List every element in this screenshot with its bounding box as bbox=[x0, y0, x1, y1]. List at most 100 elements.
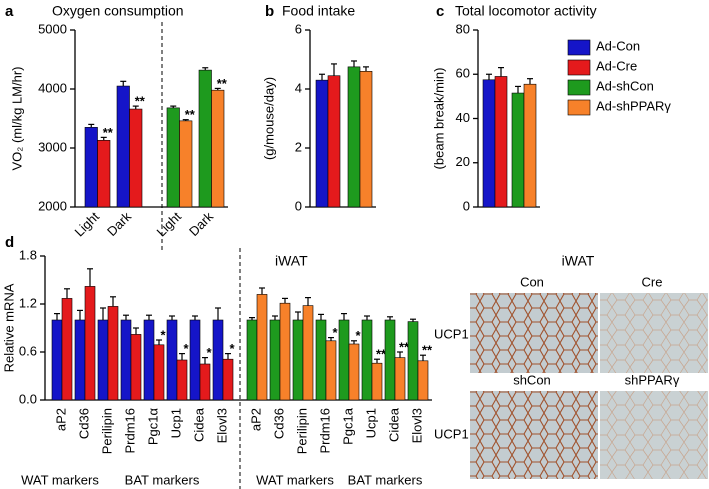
bar bbox=[361, 319, 373, 401]
bar bbox=[199, 363, 211, 401]
bar bbox=[256, 294, 268, 401]
micrograph bbox=[470, 391, 598, 479]
bar bbox=[348, 343, 360, 401]
micrograph bbox=[600, 391, 708, 479]
panel-letter: b bbox=[265, 3, 274, 20]
significance: * bbox=[355, 328, 361, 343]
y-tick-label: 0 bbox=[295, 198, 302, 213]
significance: ** bbox=[422, 343, 433, 358]
bar bbox=[327, 75, 341, 208]
y-axis-label: (beam break/min) bbox=[431, 68, 446, 170]
significance: * bbox=[332, 325, 338, 340]
significance: ** bbox=[103, 125, 114, 140]
x-tick-label: Light bbox=[72, 209, 103, 240]
bar bbox=[212, 319, 224, 401]
x-tick-label: Cidea bbox=[386, 407, 401, 442]
legend-swatch bbox=[567, 39, 591, 56]
bar bbox=[407, 321, 419, 401]
bar bbox=[394, 357, 406, 401]
legend-swatch bbox=[567, 79, 591, 96]
x-tick-label: Elovl3 bbox=[409, 408, 424, 443]
y-tick-label: 0.6 bbox=[19, 343, 37, 358]
bar bbox=[269, 319, 281, 401]
bar bbox=[198, 69, 212, 208]
bar bbox=[222, 358, 234, 401]
chart-title: Oxygen consumption bbox=[52, 3, 184, 19]
column-label: shCon bbox=[513, 372, 551, 387]
y-tick-label: 0 bbox=[463, 198, 470, 213]
legend-label: Ad-shPPARγ bbox=[596, 98, 671, 113]
panel-letter: d bbox=[5, 234, 14, 251]
column-label: shPPARγ bbox=[625, 372, 680, 387]
x-tick-label: Dark bbox=[186, 209, 216, 239]
legend-label: Ad-Cre bbox=[596, 58, 637, 73]
significance: ** bbox=[217, 76, 228, 91]
significance: ** bbox=[376, 347, 387, 362]
bar bbox=[74, 319, 86, 401]
bar bbox=[107, 306, 119, 401]
significance: * bbox=[206, 345, 212, 360]
x-tick-label: Dark bbox=[104, 209, 134, 239]
bar bbox=[211, 89, 225, 208]
bar bbox=[279, 302, 291, 401]
y-axis-label: (g/mouse/day) bbox=[261, 77, 276, 160]
panel-letter: a bbox=[5, 3, 14, 20]
y-tick-label: 2000 bbox=[38, 198, 67, 213]
bar bbox=[325, 340, 337, 401]
panel-letter: c bbox=[436, 3, 444, 20]
bar bbox=[97, 319, 109, 401]
x-tick-label: Prdm16 bbox=[122, 408, 137, 454]
legend-label: Ad-shCon bbox=[596, 78, 654, 93]
y-tick-label: 3000 bbox=[38, 139, 67, 154]
bar bbox=[523, 83, 537, 208]
bar bbox=[153, 344, 165, 401]
x-tick-label: Cd36 bbox=[271, 408, 286, 439]
legend-swatch bbox=[567, 59, 591, 76]
y-tick-label: 1.2 bbox=[19, 295, 37, 310]
image-panel: iWAT Con Cre shCon shPPARγ UCP1 UCP1 bbox=[434, 253, 708, 479]
group-label: WAT markers bbox=[256, 472, 334, 487]
y-tick-label: 2 bbox=[295, 139, 302, 154]
x-tick-label: Perilipin bbox=[294, 408, 309, 454]
row-label: UCP1 bbox=[434, 326, 469, 341]
bar bbox=[511, 92, 525, 208]
y-tick-label: 4000 bbox=[38, 80, 67, 95]
group-label: BAT markers bbox=[125, 472, 200, 487]
y-axis-label: Relative mRNA bbox=[1, 283, 16, 372]
micrograph bbox=[600, 293, 708, 373]
bar bbox=[347, 66, 361, 208]
x-tick-label: Pgc1a bbox=[340, 407, 355, 445]
bar bbox=[417, 360, 429, 401]
bar bbox=[129, 108, 143, 208]
x-tick-label: Ucp1 bbox=[168, 408, 183, 438]
image-title: iWAT bbox=[562, 253, 595, 269]
x-tick-label: Pgc1α bbox=[145, 408, 160, 446]
bar bbox=[97, 140, 111, 208]
bar bbox=[143, 319, 155, 401]
bar bbox=[359, 71, 373, 208]
chart-title: Food intake bbox=[282, 3, 355, 19]
bar bbox=[84, 286, 96, 401]
y-tick-label: 40 bbox=[456, 110, 470, 125]
bar bbox=[116, 85, 130, 208]
x-tick-label: aP2 bbox=[248, 408, 263, 431]
y-tick-label: 4 bbox=[295, 80, 302, 95]
y-tick-label: 1.8 bbox=[19, 247, 37, 262]
significance: ** bbox=[185, 107, 196, 122]
bar bbox=[120, 319, 132, 401]
x-tick-label: Ucp1 bbox=[363, 408, 378, 438]
bar bbox=[371, 362, 383, 401]
significance: * bbox=[229, 341, 235, 356]
bar bbox=[176, 359, 188, 401]
y-tick-label: 6 bbox=[295, 21, 302, 36]
y-tick-label: 0.0 bbox=[19, 391, 37, 406]
column-label: Con bbox=[520, 274, 544, 289]
bar bbox=[246, 319, 258, 401]
significance: ** bbox=[135, 94, 146, 109]
bar bbox=[482, 79, 496, 208]
micrograph bbox=[470, 293, 598, 373]
bar bbox=[166, 107, 180, 208]
bar bbox=[384, 319, 396, 401]
x-tick-label: Light bbox=[154, 209, 185, 240]
significance: * bbox=[160, 327, 166, 342]
